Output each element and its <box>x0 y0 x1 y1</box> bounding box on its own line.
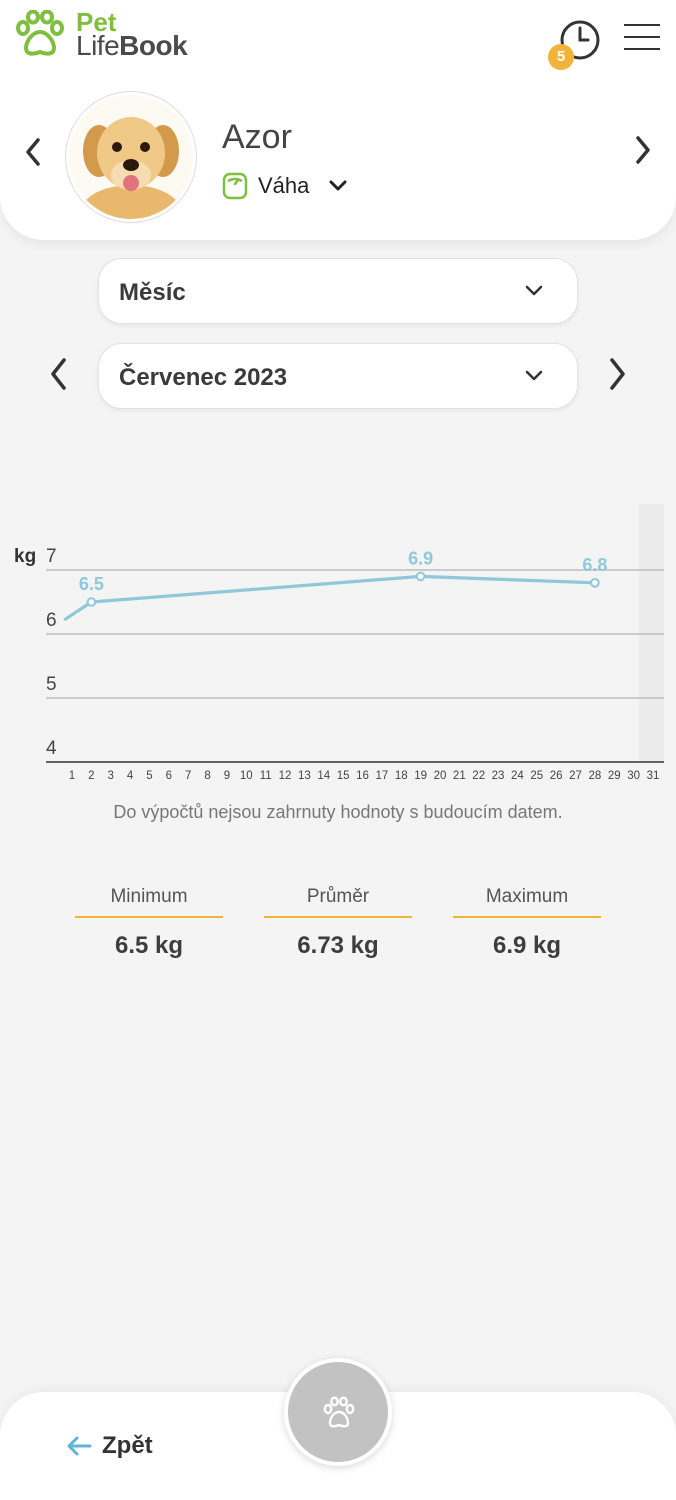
pet-name: Azor <box>222 118 292 156</box>
granularity-value: Měsíc <box>119 279 186 306</box>
x-tick-label: 1 <box>69 770 75 782</box>
x-tick-label: 8 <box>204 770 210 782</box>
x-tick-label: 11 <box>260 770 272 782</box>
x-tick-label: 30 <box>627 770 640 782</box>
logo-text-pet: Pet <box>76 7 117 37</box>
x-tick-label: 29 <box>608 770 621 782</box>
x-tick-label: 25 <box>530 770 543 782</box>
next-period-chevron-icon[interactable] <box>604 354 630 394</box>
top-bar: Pet LifeBook 5 <box>0 0 676 76</box>
data-label: 6.9 <box>408 548 433 568</box>
y-tick-label: 4 <box>46 738 57 759</box>
stat-maximum: Maximum 6.9 kg <box>453 886 601 960</box>
app-logo[interactable]: Pet LifeBook <box>14 7 188 61</box>
x-tick-label: 4 <box>127 770 134 782</box>
x-tick-label: 27 <box>569 770 582 782</box>
x-tick-label: 18 <box>395 770 408 782</box>
x-tick-label: 10 <box>240 770 253 782</box>
previous-pet-chevron-icon[interactable] <box>22 136 44 168</box>
paw-action-button[interactable] <box>284 1358 392 1466</box>
x-tick-label: 22 <box>472 770 485 782</box>
x-tick-label: 16 <box>356 770 369 782</box>
next-pet-chevron-icon[interactable] <box>632 134 654 166</box>
back-label: Zpět <box>102 1432 153 1459</box>
x-tick-label: 28 <box>589 770 602 782</box>
stat-average: Průměr 6.73 kg <box>264 886 412 960</box>
x-tick-label: 13 <box>298 770 311 782</box>
pet-avatar[interactable] <box>66 92 196 222</box>
stat-label: Minimum <box>75 886 223 918</box>
x-tick-label: 7 <box>185 770 191 782</box>
back-button[interactable]: Zpět <box>66 1432 153 1460</box>
period-value: Červenec 2023 <box>119 364 288 391</box>
stat-value: 6.9 kg <box>492 932 562 959</box>
data-point <box>415 571 426 582</box>
data-point <box>590 578 600 588</box>
x-tick-label: 12 <box>279 770 292 782</box>
data-label: 6.8 <box>582 555 607 575</box>
future-region <box>639 504 664 762</box>
logo-text-lifebook: LifeBook <box>76 30 188 61</box>
x-tick-label: 24 <box>511 770 524 782</box>
x-tick-label: 31 <box>647 770 660 782</box>
record-type-selector[interactable]: Váha <box>222 172 347 200</box>
future-values-note: Do výpočtů nejsou zahrnuty hodnoty s bud… <box>113 802 563 822</box>
chevron-down-icon <box>329 180 347 191</box>
scale-icon <box>222 172 248 200</box>
y-tick-label: 6 <box>46 610 57 631</box>
granularity-select[interactable]: Měsíc <box>98 258 578 324</box>
arrow-left-icon <box>67 1436 92 1456</box>
y-tick-label: 7 <box>46 546 57 567</box>
data-label: 6.5 <box>79 574 104 594</box>
x-tick-label: 3 <box>108 770 114 782</box>
x-tick-label: 2 <box>88 770 94 782</box>
record-type-label: Váha <box>258 173 310 198</box>
stat-label: Průměr <box>264 886 412 918</box>
x-tick-label: 17 <box>375 770 388 782</box>
history-clock-icon[interactable] <box>556 16 604 64</box>
pet-header-card: Azor Váha <box>0 76 676 240</box>
x-tick-label: 6 <box>166 770 172 782</box>
x-tick-label: 14 <box>317 770 330 782</box>
previous-period-chevron-icon[interactable] <box>46 354 72 394</box>
chevron-down-icon <box>525 370 543 381</box>
data-point <box>86 597 97 607</box>
paw-icon <box>323 1396 355 1428</box>
stat-label: Maximum <box>453 886 601 918</box>
stat-value: 6.73 kg <box>297 932 379 959</box>
series-line <box>63 574 595 622</box>
stat-value: 6.5 kg <box>114 932 184 959</box>
x-tick-label: 9 <box>224 770 230 782</box>
x-tick-label: 23 <box>492 770 505 782</box>
y-axis-label: kg <box>14 546 36 567</box>
x-tick-label: 5 <box>146 770 152 782</box>
x-tick-label: 20 <box>434 770 447 782</box>
x-tick-label: 19 <box>414 770 427 782</box>
period-select[interactable]: Červenec 2023 <box>98 343 578 409</box>
paw-logo-icon <box>16 10 64 56</box>
stat-minimum: Minimum 6.5 kg <box>75 886 223 960</box>
x-tick-label: 21 <box>453 770 466 782</box>
notification-badge: 5 <box>548 44 574 70</box>
chevron-down-icon <box>525 285 543 296</box>
hamburger-menu-icon[interactable] <box>624 24 660 52</box>
y-tick-label: 5 <box>46 674 57 695</box>
x-tick-label: 15 <box>337 770 350 782</box>
x-tick-label: 26 <box>550 770 563 782</box>
